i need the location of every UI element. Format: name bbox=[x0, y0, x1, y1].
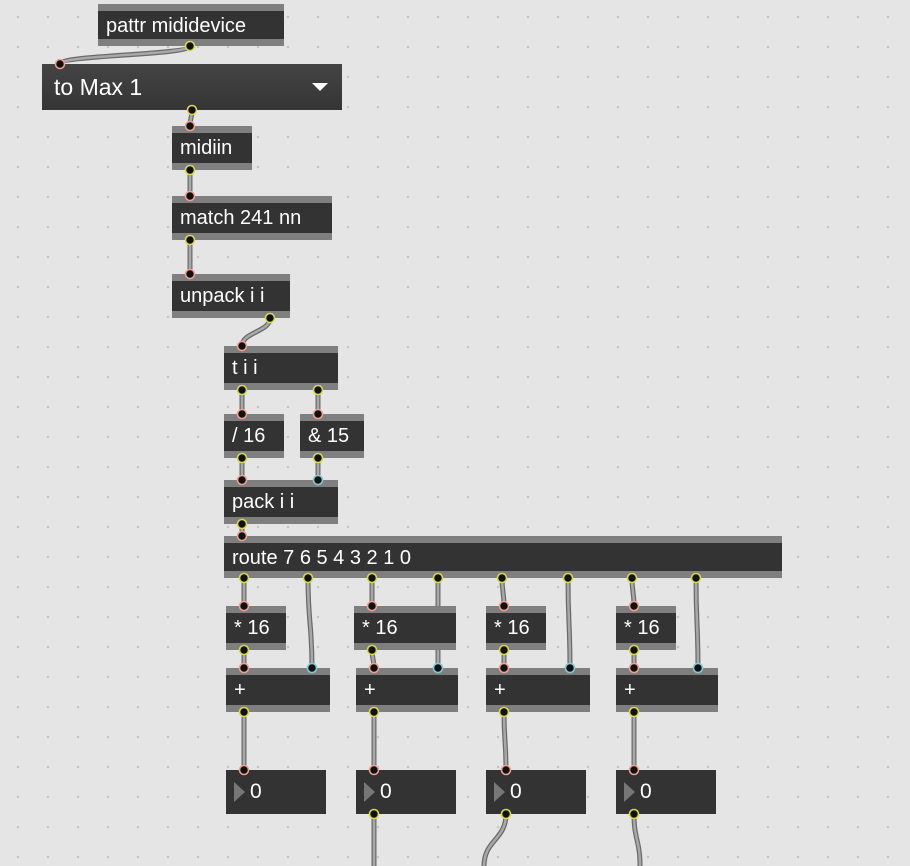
outlet[interactable] bbox=[184, 164, 196, 176]
outlet[interactable] bbox=[236, 452, 248, 464]
outlet[interactable] bbox=[498, 644, 510, 656]
inlet[interactable] bbox=[312, 408, 324, 420]
inlet[interactable] bbox=[628, 600, 640, 612]
number-triangle-icon bbox=[494, 782, 505, 802]
inlet[interactable] bbox=[184, 190, 196, 202]
divide-object[interactable]: / 16 bbox=[224, 414, 284, 458]
multiply-object[interactable]: * 16 bbox=[354, 606, 456, 650]
menu-selected: to Max 1 bbox=[54, 74, 143, 100]
inlet[interactable] bbox=[54, 58, 66, 70]
add-object[interactable]: + bbox=[616, 668, 718, 712]
add-object[interactable]: + bbox=[486, 668, 590, 712]
outlet[interactable] bbox=[236, 518, 248, 530]
number-box[interactable]: 0 bbox=[356, 770, 456, 814]
number-box[interactable]: 0 bbox=[616, 770, 716, 814]
outlet[interactable] bbox=[496, 572, 508, 584]
inlet[interactable] bbox=[366, 600, 378, 612]
patch-cord[interactable] bbox=[306, 577, 314, 669]
add-object[interactable]: + bbox=[356, 668, 458, 712]
outlet[interactable] bbox=[312, 452, 324, 464]
outlet[interactable] bbox=[264, 312, 276, 324]
outlet[interactable] bbox=[626, 572, 638, 584]
inlet[interactable] bbox=[236, 530, 248, 542]
outlet[interactable] bbox=[500, 808, 512, 820]
midi-device-menu[interactable]: to Max 1 bbox=[42, 64, 342, 110]
outlet[interactable] bbox=[366, 572, 378, 584]
outlet[interactable] bbox=[366, 644, 378, 656]
number-triangle-icon bbox=[234, 782, 245, 802]
outlet[interactable] bbox=[432, 572, 444, 584]
outlet[interactable] bbox=[184, 40, 196, 52]
outlet[interactable] bbox=[238, 644, 250, 656]
outlet[interactable] bbox=[238, 706, 250, 718]
outlet[interactable] bbox=[184, 234, 196, 246]
inlet[interactable] bbox=[184, 268, 196, 280]
outlet[interactable] bbox=[368, 808, 380, 820]
inlet[interactable] bbox=[564, 662, 576, 674]
inlet[interactable] bbox=[368, 662, 380, 674]
inlet[interactable] bbox=[432, 662, 444, 674]
number-value: 0 bbox=[380, 780, 392, 803]
inlet[interactable] bbox=[236, 474, 248, 486]
route-object[interactable]: route 7 6 5 4 3 2 1 0 bbox=[224, 536, 782, 578]
patch-cord[interactable] bbox=[566, 577, 572, 669]
inlet[interactable] bbox=[368, 764, 380, 776]
multiply-object[interactable]: * 16 bbox=[226, 606, 286, 650]
trigger-object[interactable]: t i i bbox=[224, 346, 338, 390]
outlet[interactable] bbox=[498, 706, 510, 718]
inlet[interactable] bbox=[238, 600, 250, 612]
inlet[interactable] bbox=[628, 662, 640, 674]
add-object[interactable]: + bbox=[226, 668, 330, 712]
number-value: 0 bbox=[510, 780, 522, 803]
number-value: 0 bbox=[250, 780, 262, 803]
number-box[interactable]: 0 bbox=[226, 770, 326, 814]
inlet[interactable] bbox=[498, 600, 510, 612]
inlet[interactable] bbox=[312, 474, 324, 486]
inlet[interactable] bbox=[236, 340, 248, 352]
multiply-object[interactable]: * 16 bbox=[486, 606, 546, 650]
unpack-object[interactable]: unpack i i bbox=[172, 274, 290, 318]
inlet[interactable] bbox=[306, 662, 318, 674]
pattr-object[interactable]: pattr mididevice bbox=[98, 4, 284, 46]
pack-object[interactable]: pack i i bbox=[224, 480, 338, 524]
midiin-object[interactable]: midiin bbox=[172, 126, 252, 170]
outlet[interactable] bbox=[238, 572, 250, 584]
outlet[interactable] bbox=[562, 572, 574, 584]
inlet[interactable] bbox=[692, 662, 704, 674]
patch-cord[interactable] bbox=[694, 577, 700, 669]
outlet[interactable] bbox=[302, 572, 314, 584]
patch-cord[interactable] bbox=[632, 813, 642, 866]
outlet[interactable] bbox=[186, 104, 198, 116]
outlet[interactable] bbox=[312, 384, 324, 396]
outlet[interactable] bbox=[628, 706, 640, 718]
multiply-object[interactable]: * 16 bbox=[616, 606, 676, 650]
inlet[interactable] bbox=[184, 120, 196, 132]
inlet[interactable] bbox=[238, 662, 250, 674]
inlet[interactable] bbox=[498, 662, 510, 674]
number-value: 0 bbox=[640, 780, 652, 803]
outlet[interactable] bbox=[368, 706, 380, 718]
patch-cord[interactable] bbox=[58, 44, 192, 66]
number-triangle-icon bbox=[624, 782, 635, 802]
outlet[interactable] bbox=[236, 384, 248, 396]
bitand-object[interactable]: & 15 bbox=[300, 414, 364, 458]
dropdown-arrow-icon bbox=[312, 83, 328, 91]
outlet[interactable] bbox=[690, 572, 702, 584]
patch-cord[interactable] bbox=[502, 711, 508, 771]
inlet[interactable] bbox=[628, 764, 640, 776]
outlet[interactable] bbox=[628, 644, 640, 656]
inlet[interactable] bbox=[500, 764, 512, 776]
inlet[interactable] bbox=[238, 764, 250, 776]
number-triangle-icon bbox=[364, 782, 375, 802]
patch-cord[interactable] bbox=[482, 813, 508, 866]
number-box[interactable]: 0 bbox=[486, 770, 586, 814]
inlet[interactable] bbox=[236, 408, 248, 420]
match-object[interactable]: match 241 nn bbox=[172, 196, 332, 240]
outlet[interactable] bbox=[628, 808, 640, 820]
